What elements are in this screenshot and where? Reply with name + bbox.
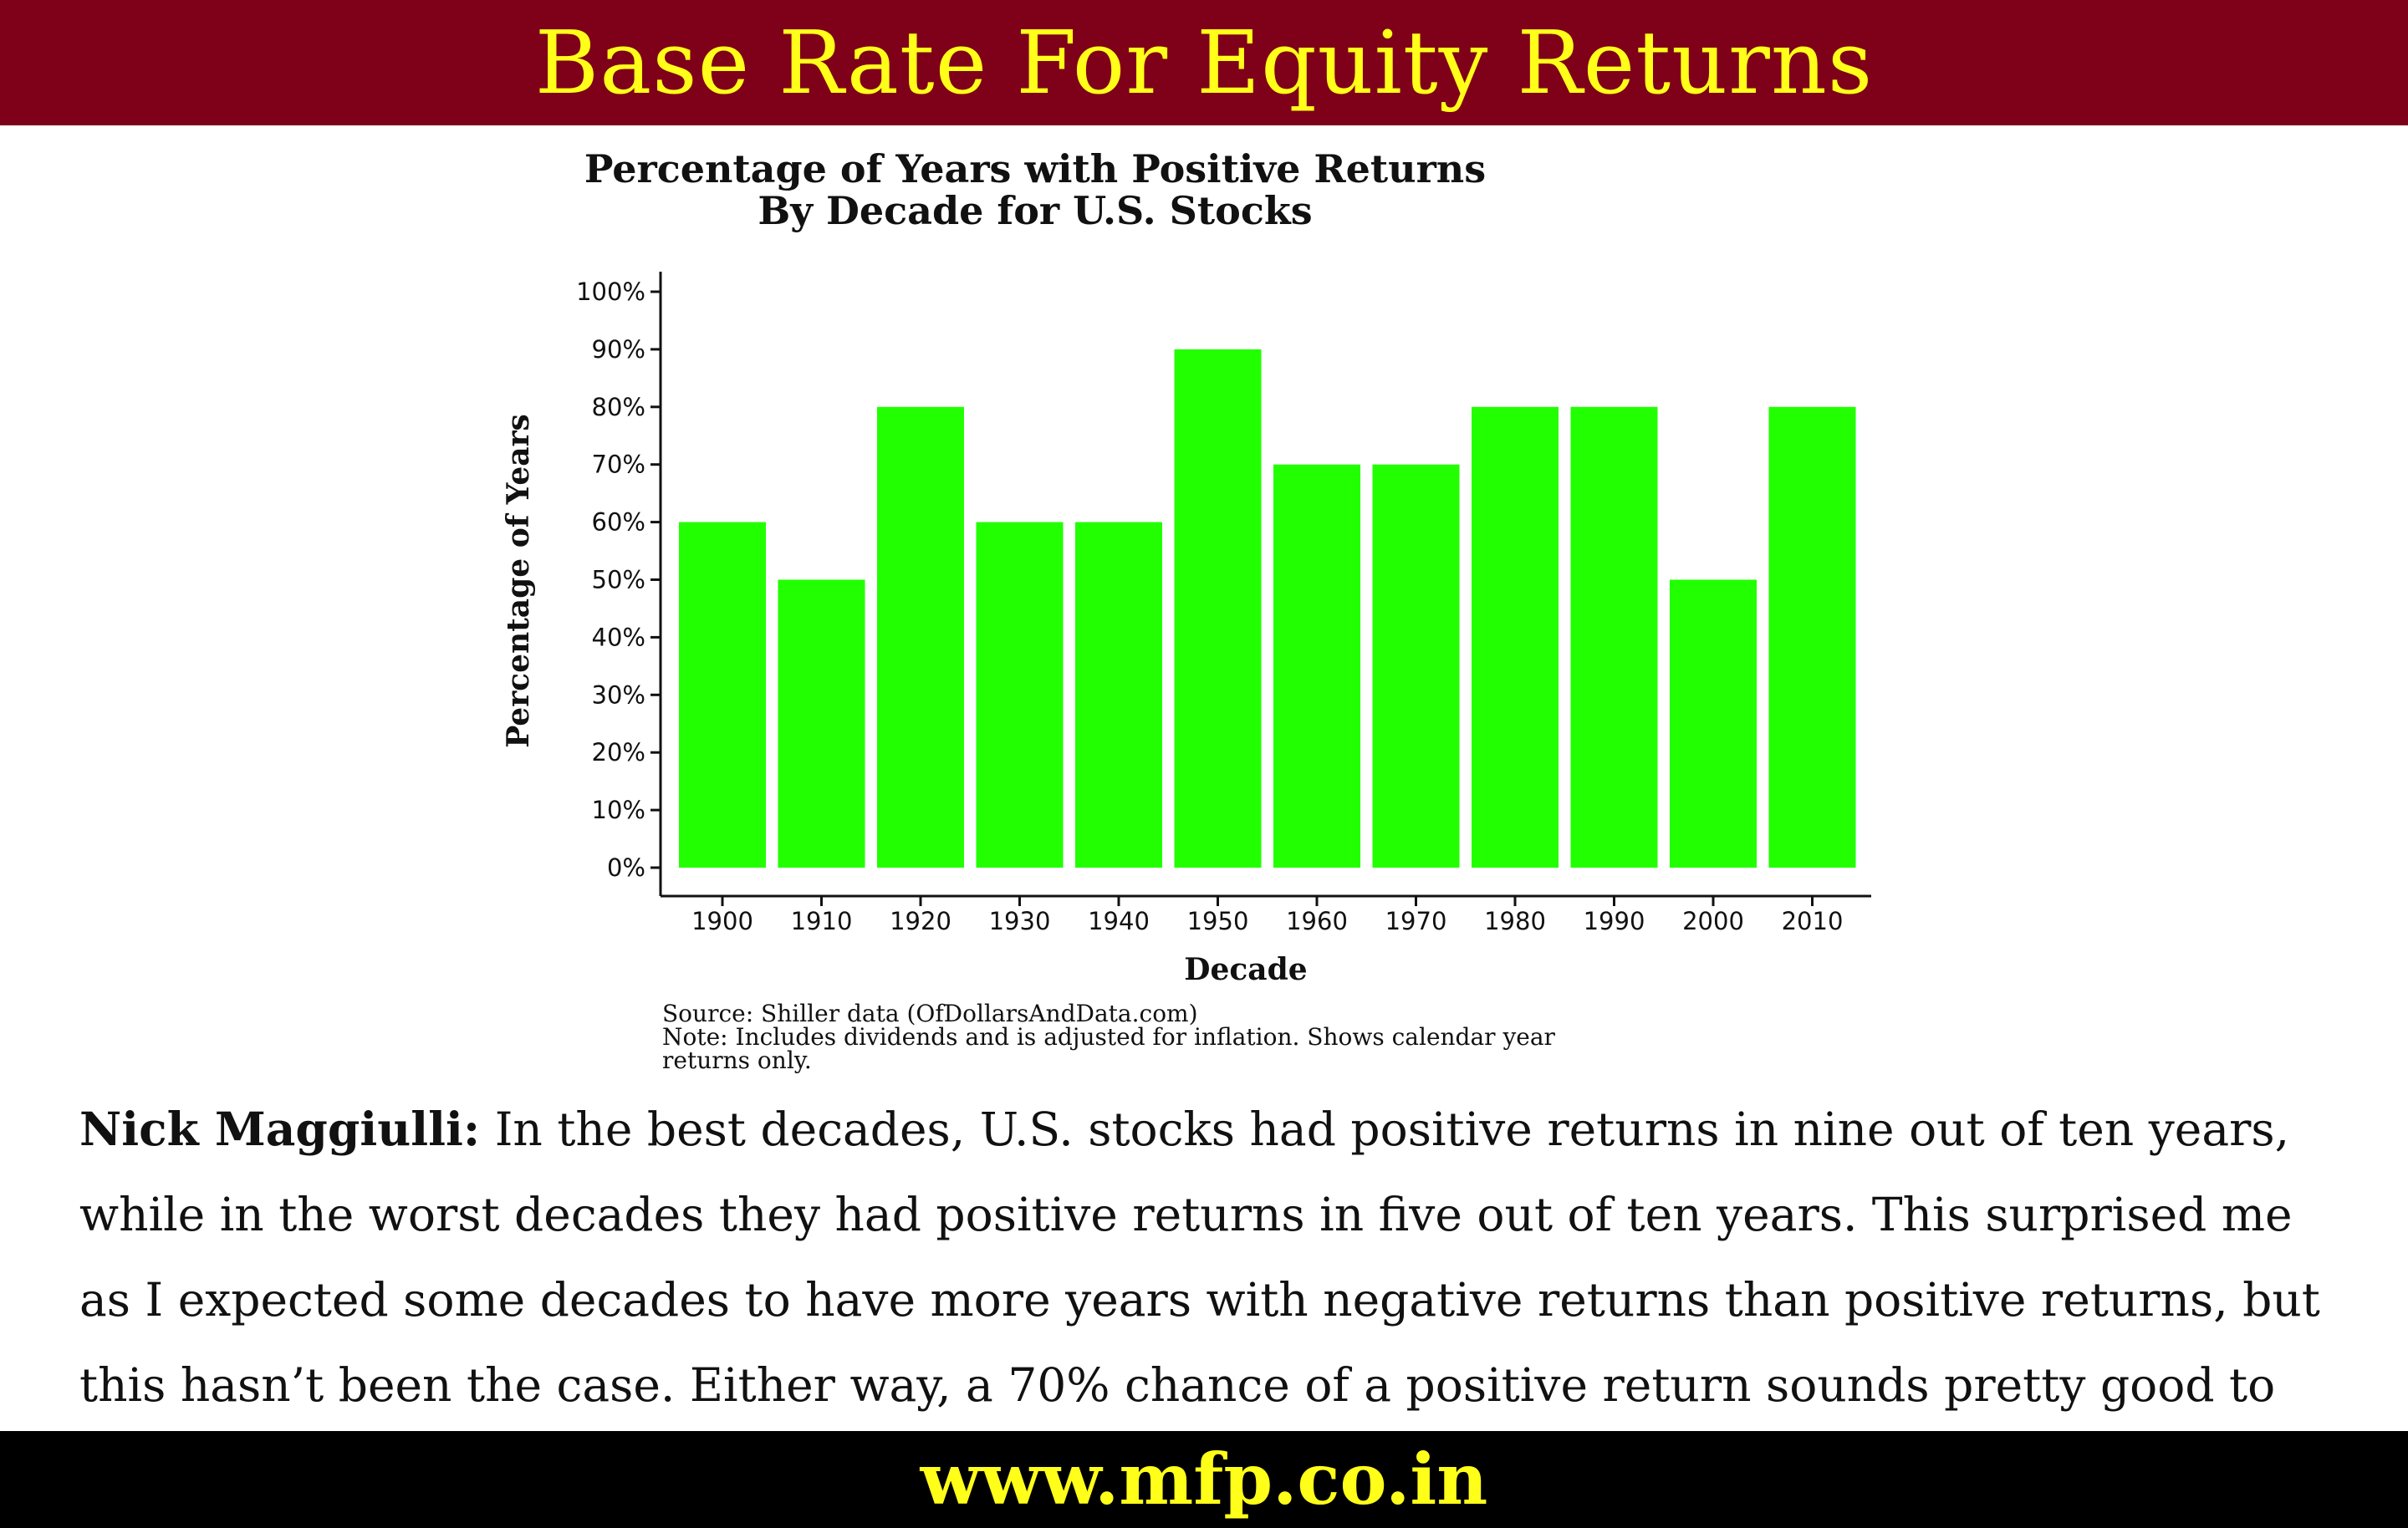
y-tick-label: 10% <box>592 796 645 824</box>
x-tick-label: 1970 <box>1385 907 1447 935</box>
y-tick-label: 20% <box>592 738 645 767</box>
x-tick-label: 1930 <box>989 907 1051 935</box>
y-axis-ticks: 0% 10% 20% 30% 40% 50% 60% 70% 80% 90% 100% <box>576 278 661 882</box>
bar-2010 <box>1768 406 1856 868</box>
bar-1960 <box>1273 464 1360 868</box>
inflation-note: Note: Includes dividends and is adjusted… <box>662 1023 1556 1051</box>
bar-1900 <box>679 522 766 868</box>
quote-author: Nick Maggiulli: <box>79 1102 481 1156</box>
bar-1920 <box>877 406 964 868</box>
y-tick-label: 50% <box>592 566 645 594</box>
bar-2000 <box>1670 579 1757 868</box>
x-axis-title: Decade <box>1184 952 1307 987</box>
x-tick-label: 1940 <box>1088 907 1150 935</box>
bars-group <box>679 349 1856 868</box>
y-tick-label: 70% <box>592 451 645 479</box>
y-tick-label: 100% <box>576 278 645 306</box>
quote-paragraph: Nick Maggiulli: In the best decades, U.S… <box>79 1087 2354 1513</box>
x-tick-label: 2010 <box>1782 907 1844 935</box>
footer-website-link[interactable]: www.mfp.co.in <box>920 1438 1488 1520</box>
bar-1910 <box>778 579 865 868</box>
x-tick-label: 1960 <box>1286 907 1348 935</box>
chart-title-line2: By Decade for U.S. Stocks <box>758 188 1312 233</box>
x-axis-ticks: 1900 1910 1920 1930 1940 1950 1960 1970 1980 1990… <box>691 896 1843 935</box>
bar-1950 <box>1174 349 1262 868</box>
y-axis-title: Percentage of Years <box>501 414 536 748</box>
y-tick-label: 0% <box>607 853 645 882</box>
y-tick-label: 40% <box>592 623 645 651</box>
y-tick-label: 80% <box>592 393 645 421</box>
quote-text: In the best decades, U.S. stocks had pos… <box>79 1103 2320 1497</box>
bar-1990 <box>1570 406 1658 868</box>
source-note: Source: Shiller data (OfDollarsAndData.c… <box>662 1000 1198 1027</box>
y-tick-label: 90% <box>592 335 645 364</box>
x-tick-label: 1990 <box>1584 907 1645 935</box>
x-tick-label: 1920 <box>890 907 951 935</box>
bar-1940 <box>1075 522 1162 868</box>
footer-banner: www.mfp.co.in <box>0 1431 2408 1528</box>
bar-1980 <box>1472 406 1559 868</box>
x-tick-label: 1950 <box>1187 907 1249 935</box>
header-banner: Base Rate For Equity Returns <box>0 0 2408 125</box>
x-tick-label: 1980 <box>1484 907 1546 935</box>
y-tick-label: 60% <box>592 508 645 537</box>
bar-1970 <box>1372 464 1460 868</box>
x-tick-label: 2000 <box>1682 907 1744 935</box>
x-tick-label: 1900 <box>691 907 753 935</box>
chart-title-line1: Percentage of Years with Positive Return… <box>584 146 1486 191</box>
bar-1930 <box>976 522 1064 868</box>
x-tick-label: 1910 <box>791 907 853 935</box>
bar-chart: Percentage of Years with Positive Return… <box>501 146 1871 1074</box>
banner-title: Base Rate For Equity Returns <box>534 12 1874 114</box>
inflation-note-continued: returns only. <box>662 1047 812 1074</box>
y-tick-label: 30% <box>592 680 645 709</box>
